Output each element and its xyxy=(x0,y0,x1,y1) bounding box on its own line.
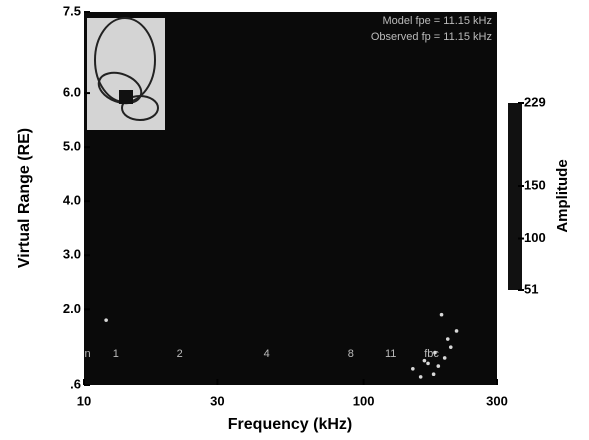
y-tick-label: 2.0 xyxy=(63,301,81,316)
echo-point xyxy=(448,345,453,349)
y-tick-label: 3.0 xyxy=(63,247,81,262)
echo-point xyxy=(454,329,459,333)
inset xyxy=(87,17,165,130)
echo-point xyxy=(436,364,441,368)
harmonic-label: n xyxy=(85,348,91,360)
y-tick-label: 6.0 xyxy=(63,85,81,100)
x-tick-label: 30 xyxy=(210,393,224,408)
y-tick-label: 5.0 xyxy=(63,139,81,154)
earth xyxy=(119,90,133,104)
harmonic-label: fbc xyxy=(424,348,439,360)
inset-text: Model fpe = 11.15 kHz xyxy=(382,15,492,27)
echo-point xyxy=(411,366,415,371)
colorbar-tick-label: 51 xyxy=(524,281,538,296)
x-axis-label: Frequency (kHz) xyxy=(228,416,352,433)
echo-point xyxy=(422,358,427,363)
colorbar-tick-label: 229 xyxy=(524,94,546,109)
echo-point xyxy=(431,372,436,376)
x-tick-label: 300 xyxy=(486,393,508,408)
harmonic-label: 8 xyxy=(348,348,354,360)
echo-point xyxy=(439,312,444,317)
y-tick-label: .6 xyxy=(70,376,81,391)
colorbar-tick-label: 150 xyxy=(524,177,546,192)
colorbar xyxy=(508,103,522,290)
echo-point xyxy=(445,337,450,341)
x-tick-label: 100 xyxy=(353,393,375,408)
y-tick-label: 7.5 xyxy=(63,3,81,18)
colorbar-tick-label: 100 xyxy=(524,230,546,245)
harmonic-label: 11 xyxy=(385,348,396,360)
echo-point xyxy=(104,318,108,322)
harmonic-label: 4 xyxy=(264,348,270,360)
x-tick-label: 10 xyxy=(77,393,91,408)
echo-point xyxy=(442,356,447,360)
colorbar-label: Amplitude xyxy=(554,159,571,232)
echo-point xyxy=(426,361,430,366)
echo-point xyxy=(418,375,423,379)
harmonic-label: 2 xyxy=(177,348,183,360)
y-tick-label: 4.0 xyxy=(63,193,81,208)
harmonic-label: 1 xyxy=(113,348,119,360)
orbit xyxy=(121,95,159,121)
y-axis-label: Virtual Range (RE) xyxy=(16,128,33,268)
inset-text: Observed fp = 11.15 kHz xyxy=(371,31,492,43)
echo-point xyxy=(433,350,437,355)
